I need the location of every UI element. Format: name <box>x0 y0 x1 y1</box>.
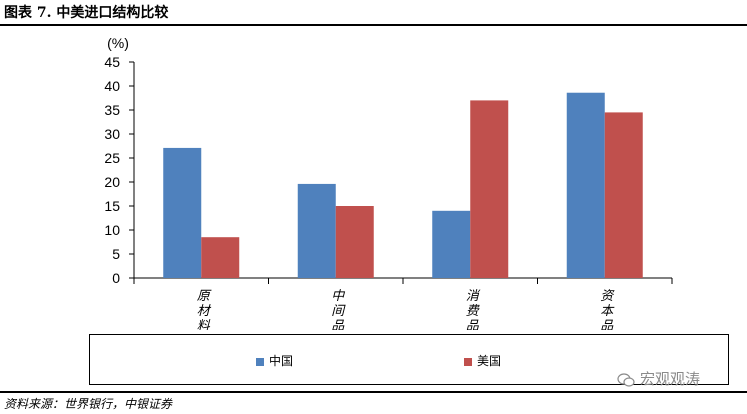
x-category-label-char: 消 <box>466 289 481 304</box>
bar-china-3 <box>566 92 605 278</box>
x-category-label-char: 费 <box>466 304 480 319</box>
footer-divider <box>0 391 747 393</box>
y-tick-label: 25 <box>104 150 120 166</box>
x-category-label-char: 品 <box>331 319 345 330</box>
x-category-label-char: 料 <box>197 319 211 330</box>
source-note: 资料来源：世界银行，中银证券 <box>4 397 173 411</box>
x-category-label-char: 品 <box>466 319 480 330</box>
x-category-label-char: 品 <box>600 319 614 330</box>
watermark: 宏观观涛 <box>617 368 700 389</box>
legend-swatch-china <box>256 357 264 366</box>
bar-china-0 <box>163 147 202 278</box>
legend-label-china: 中国 <box>269 354 294 368</box>
y-tick-label: 20 <box>104 174 120 190</box>
y-tick-label: 45 <box>104 54 120 70</box>
bar-usa-1 <box>335 206 374 278</box>
legend-label-usa: 美国 <box>477 354 502 368</box>
y-tick-label: 10 <box>104 222 120 238</box>
legend-item-china: 中国 <box>256 355 293 367</box>
y-tick-label: 0 <box>112 270 120 286</box>
bar-usa-0 <box>201 237 240 278</box>
bar-china-2 <box>432 210 471 278</box>
chart-legend: 中国 美国 <box>89 334 729 385</box>
wechat-icon <box>617 372 635 387</box>
page-title: 图表 7. 中美进口结构比较 <box>4 5 169 21</box>
y-tick-label: 15 <box>104 198 120 214</box>
watermark-text: 宏观观涛 <box>640 370 701 388</box>
y-tick-label: 5 <box>112 246 120 262</box>
x-category-label-char: 中 <box>331 289 345 304</box>
y-axis-unit: (%) <box>107 35 129 51</box>
x-category-label-char: 资 <box>600 289 615 304</box>
title-bar: 图表 7. 中美进口结构比较 <box>0 0 747 26</box>
x-category-label-char: 本 <box>600 304 615 319</box>
legend-swatch-usa <box>464 357 472 366</box>
bar-china-1 <box>297 183 336 278</box>
x-category-label-char: 原 <box>197 289 212 304</box>
y-tick-label: 30 <box>104 126 120 142</box>
bar-usa-3 <box>604 112 643 279</box>
legend-item-usa: 美国 <box>464 355 501 367</box>
bar-usa-2 <box>470 100 509 279</box>
x-category-label-char: 材 <box>197 304 212 319</box>
y-tick-label: 35 <box>104 102 120 118</box>
x-category-label-char: 间 <box>331 304 346 319</box>
y-tick-label: 40 <box>104 78 120 94</box>
